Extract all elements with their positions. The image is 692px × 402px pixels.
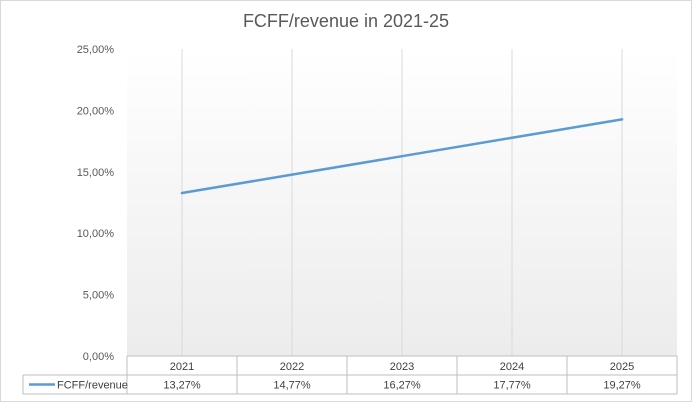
y-tick-label: 5,00% bbox=[83, 290, 114, 302]
data-label: 19,27% bbox=[603, 380, 641, 392]
x-tick-label: 2025 bbox=[610, 361, 634, 373]
y-tick-label: 20,00% bbox=[77, 105, 115, 117]
x-tick-label: 2022 bbox=[280, 361, 304, 373]
data-label: 16,27% bbox=[383, 380, 421, 392]
chart-title: FCFF/revenue in 2021-25 bbox=[242, 11, 450, 31]
series-name: FCFF/revenue bbox=[57, 380, 128, 392]
data-point bbox=[400, 155, 404, 158]
x-tick-label: 2024 bbox=[500, 361, 524, 373]
data-label: 14,77% bbox=[273, 380, 311, 392]
data-label: 13,27% bbox=[163, 380, 201, 392]
y-tick-label: 25,00% bbox=[77, 44, 115, 56]
y-tick-label: 10,00% bbox=[77, 228, 115, 240]
y-tick-label: 0,00% bbox=[83, 351, 114, 363]
y-tick-label: 15,00% bbox=[77, 167, 115, 179]
data-point bbox=[510, 136, 514, 139]
x-tick-label: 2021 bbox=[170, 361, 194, 373]
data-point bbox=[290, 173, 294, 176]
x-tick-label: 2023 bbox=[390, 361, 414, 373]
data-label: 17,77% bbox=[493, 380, 531, 392]
data-point bbox=[620, 118, 624, 121]
data-point bbox=[180, 191, 184, 195]
